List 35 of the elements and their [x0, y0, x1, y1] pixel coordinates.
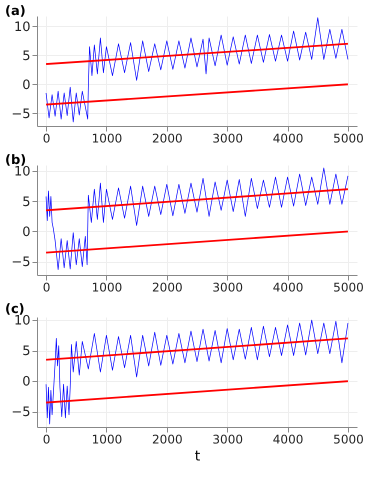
y-tick-label: 5: [22, 344, 30, 360]
line-series: [46, 320, 348, 424]
x-tick-label: 4000: [272, 432, 304, 446]
y-tick-label: 10: [14, 164, 30, 180]
line-series: [46, 168, 348, 270]
y-tick-label: 0: [22, 374, 30, 390]
x-tick-label: 1000: [92, 132, 122, 146]
x-tick-label: 1000: [92, 280, 122, 294]
x-tick-label: 4000: [272, 132, 304, 146]
y-tick-label: 10: [14, 314, 30, 329]
x-tick-label: 5000: [333, 132, 364, 146]
y-tick-label: 10: [14, 20, 30, 35]
x-tick-label: 2000: [152, 132, 183, 146]
y-tick-label: 0: [22, 78, 30, 93]
line-series: [46, 17, 348, 122]
y-tick-label: −5: [11, 405, 30, 420]
x-tick-label: 5000: [333, 280, 364, 294]
x-tick-label: 0: [42, 280, 50, 294]
x-tick-label: 2000: [152, 280, 183, 294]
x-tick-label: 3000: [212, 132, 243, 146]
x-tick-label: 5000: [333, 432, 364, 446]
x-tick-label: 3000: [212, 432, 243, 446]
y-tick-label: −5: [11, 106, 30, 122]
x-tick-label: 0: [42, 432, 50, 446]
x-tick-label: 3000: [212, 280, 243, 294]
x-tick-label: 0: [42, 132, 50, 146]
x-tick-label: 2000: [152, 432, 183, 446]
x-tick-label: 1000: [92, 432, 122, 446]
y-tick-label: 5: [22, 194, 30, 210]
y-tick-label: 0: [22, 224, 30, 240]
chart-title: (a): [5, 4, 26, 19]
x-axis-title: t: [194, 448, 201, 464]
y-tick-label: −5: [11, 255, 30, 270]
x-tick-label: 4000: [272, 280, 304, 294]
y-tick-label: 5: [22, 48, 30, 64]
